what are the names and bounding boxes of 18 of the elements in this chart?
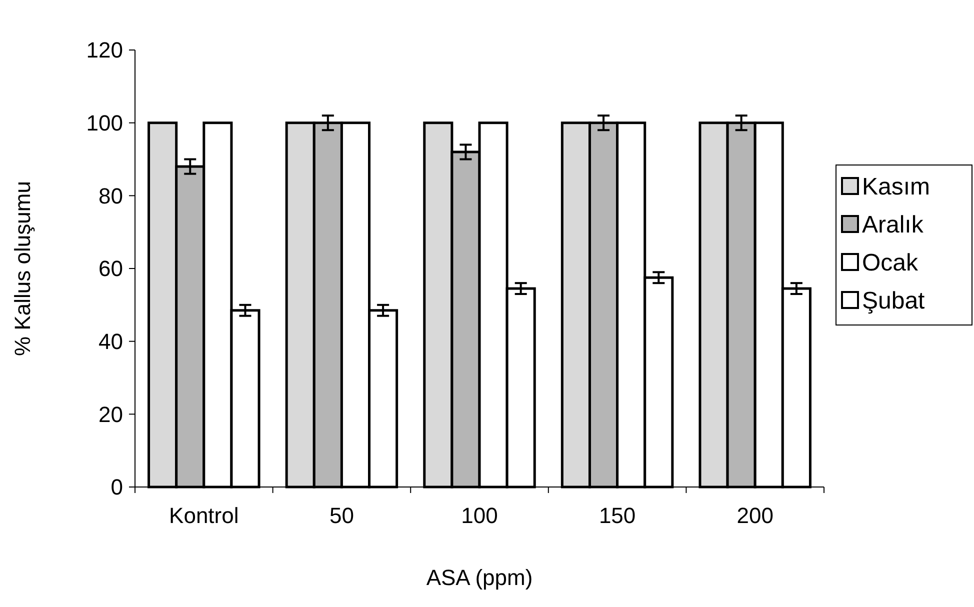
y-tick-label: 40 [98, 329, 123, 354]
x-tick-label: Kontrol [169, 503, 239, 528]
x-tick-label: 200 [736, 503, 774, 528]
y-tick-label: 100 [86, 110, 123, 136]
legend-label: Aralık [862, 211, 924, 238]
x-tick-label: 150 [598, 503, 636, 528]
y-tick-label: 20 [98, 402, 123, 427]
y-axis-title: % Kallus oluşumu [10, 181, 35, 356]
y-tick-label: 120 [86, 38, 123, 63]
legend-label: Ocak [862, 249, 920, 276]
legend-label: Şubat [862, 287, 926, 314]
x-tick-label: 100 [461, 503, 498, 528]
y-tick-label: 60 [98, 256, 123, 282]
y-tick-label: 0 [110, 474, 123, 500]
x-axis-title: ASA (ppm) [426, 565, 533, 590]
legend-label: Kasım [862, 173, 930, 200]
x-tick-label: 50 [329, 503, 354, 528]
y-tick-label: 80 [98, 183, 123, 208]
